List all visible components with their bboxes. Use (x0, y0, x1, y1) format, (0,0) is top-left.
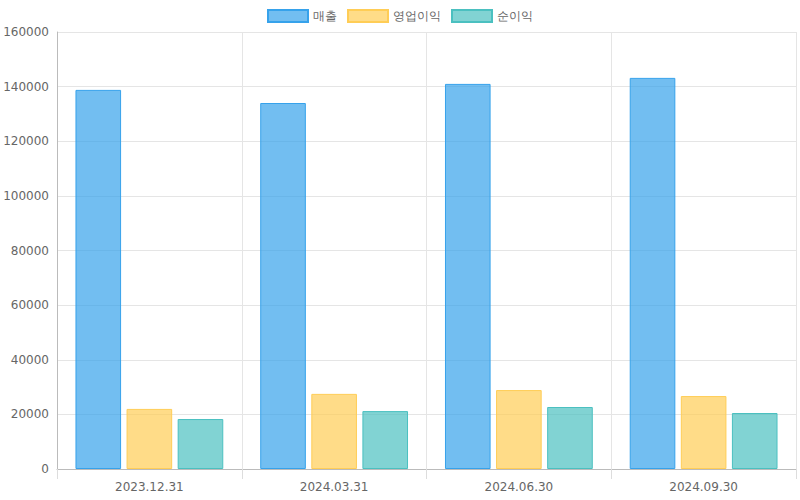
svg-text:2024.09.30: 2024.09.30 (669, 480, 738, 494)
svg-text:매출: 매출 (313, 9, 337, 23)
svg-text:40000: 40000 (11, 353, 49, 367)
svg-text:140000: 140000 (3, 80, 49, 94)
svg-text:60000: 60000 (11, 298, 49, 312)
svg-text:160000: 160000 (3, 25, 49, 39)
svg-text:2024.06.30: 2024.06.30 (485, 480, 554, 494)
svg-text:2024.03.31: 2024.03.31 (300, 480, 369, 494)
svg-text:영업이익: 영업이익 (393, 9, 441, 23)
svg-text:순이익: 순이익 (497, 9, 533, 23)
svg-text:80000: 80000 (11, 244, 49, 258)
svg-text:2023.12.31: 2023.12.31 (115, 480, 184, 494)
svg-text:100000: 100000 (3, 189, 49, 203)
svg-text:120000: 120000 (3, 134, 49, 148)
svg-text:20000: 20000 (11, 407, 49, 421)
svg-text:0: 0 (41, 462, 49, 476)
